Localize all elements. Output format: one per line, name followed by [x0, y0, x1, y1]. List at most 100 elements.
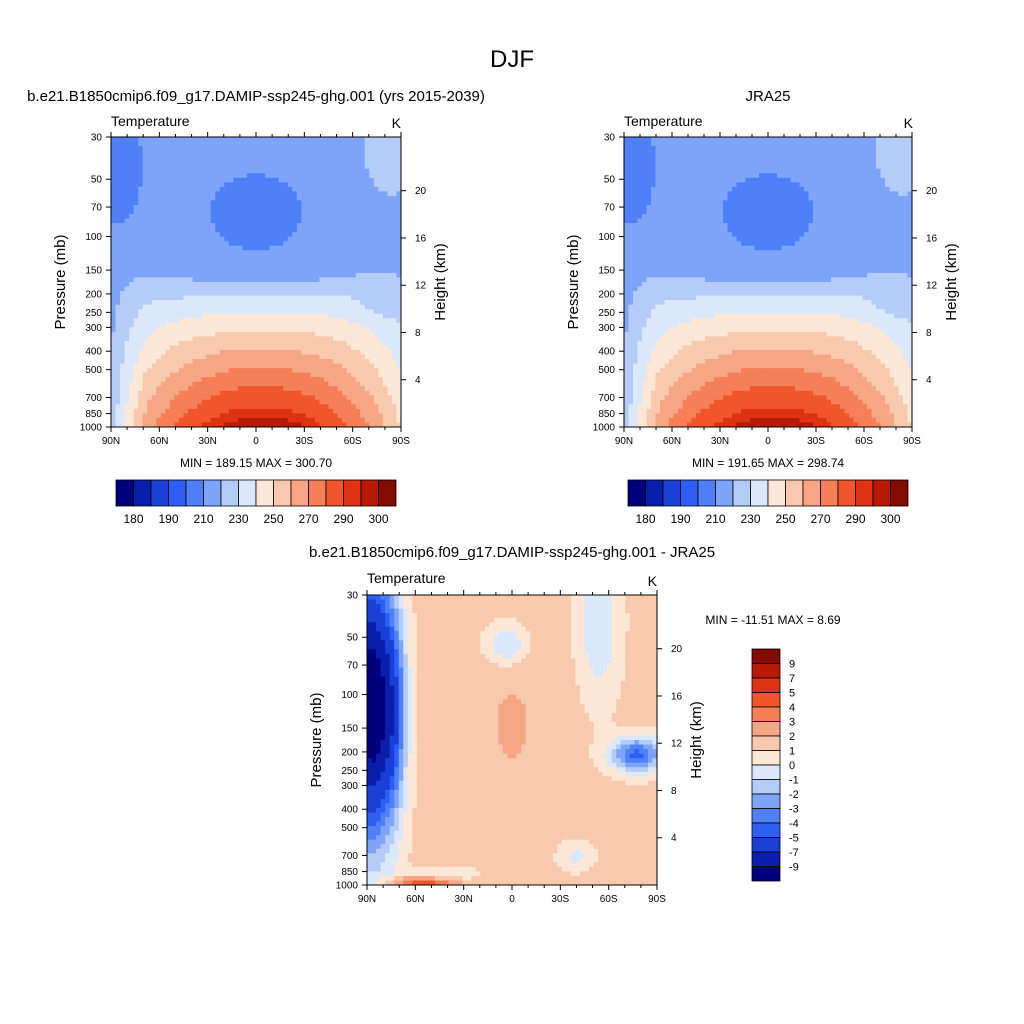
contour-cell [360, 359, 366, 364]
contour-cell [111, 413, 116, 419]
contour-cell [831, 146, 836, 151]
contour-cell [301, 340, 307, 346]
contour-cell [242, 340, 248, 346]
contour-cell [111, 195, 116, 201]
contour-cell [192, 399, 198, 405]
contour-cell [260, 291, 266, 296]
contour-cell [323, 268, 329, 274]
contour-cell [333, 377, 338, 383]
contour-cell [651, 146, 656, 151]
contour-cell [219, 263, 225, 269]
contour-cell [305, 272, 311, 278]
contour-cell [786, 168, 791, 174]
contour-cell [246, 422, 252, 428]
contour-cell [219, 150, 225, 156]
contour-cell [328, 159, 334, 165]
contour-cell [138, 263, 144, 269]
contour-cell [133, 354, 139, 360]
contour-cell [228, 318, 234, 324]
contour-cell [772, 155, 778, 161]
contour-cell [133, 177, 139, 183]
contour-cell [124, 386, 130, 392]
contour-cell [246, 404, 252, 410]
contour-cell [319, 395, 325, 401]
contour-cell [274, 263, 280, 269]
contour-cell [714, 137, 719, 142]
contour-cell [364, 381, 370, 387]
contour-cell [174, 359, 180, 364]
contour-cell [296, 137, 302, 142]
contour-cell [310, 390, 316, 396]
contour-cell [342, 390, 348, 396]
contour-cell [183, 200, 189, 206]
contour-cell [260, 263, 266, 269]
contour-cell [346, 372, 352, 378]
contour-cell [151, 282, 157, 287]
contour-cell [287, 209, 293, 215]
contour-cell [396, 186, 402, 192]
contour-cell [178, 195, 184, 201]
contour-cell [242, 413, 248, 419]
contour-cell [192, 395, 198, 401]
contour-cell [369, 417, 375, 423]
contour-cell [174, 250, 180, 256]
contour-cell [178, 349, 184, 355]
contour-cell [278, 417, 284, 423]
contour-cell [387, 386, 393, 392]
contour-cell [355, 345, 361, 351]
contour-cell [287, 146, 293, 151]
contour-cell [260, 186, 266, 192]
contour-cell [305, 173, 311, 179]
contour-cell [147, 318, 153, 324]
contour-cell [210, 214, 216, 219]
contour-cell [373, 327, 379, 333]
contour-cell [160, 309, 166, 315]
contour-cell [129, 395, 135, 401]
contour-cell [120, 155, 125, 161]
contour-cell [206, 195, 212, 201]
contour-cell [898, 164, 904, 170]
contour-cell [160, 408, 166, 414]
contour-cell [160, 232, 166, 238]
contour-cell [160, 177, 166, 183]
contour-cell [210, 359, 216, 364]
contour-cell [314, 408, 320, 414]
contour-cell [319, 227, 325, 233]
contour-cell [301, 218, 307, 224]
contour-cell [278, 295, 284, 301]
contour-cell [120, 191, 125, 197]
contour-cell [156, 300, 162, 306]
contour-cell [120, 295, 125, 301]
contour-cell [333, 413, 338, 419]
contour-cell [242, 182, 248, 188]
contour-cell [169, 291, 175, 296]
contour-cell [283, 291, 289, 296]
contour-cell [342, 345, 348, 351]
contour-cell [120, 177, 125, 183]
contour-cell [192, 191, 198, 197]
contour-cell [310, 345, 316, 351]
contour-cell [387, 155, 393, 161]
contour-cell [387, 173, 393, 179]
contour-cell [278, 182, 284, 188]
contour-cell [233, 399, 239, 405]
contour-cell [867, 177, 872, 183]
contour-cell [237, 345, 243, 351]
contour-cell [124, 413, 130, 419]
contour-cell [201, 399, 207, 405]
contour-cell [369, 345, 375, 351]
contour-cell [256, 259, 261, 265]
contour-cell [346, 291, 352, 296]
contour-cell [269, 182, 275, 188]
contour-cell [224, 159, 230, 165]
contour-cell [373, 164, 379, 170]
contour-cell [880, 141, 886, 147]
contour-cell [124, 141, 130, 147]
contour-cell [219, 268, 225, 274]
contour-cell [138, 309, 144, 315]
contour-cell [337, 309, 343, 315]
contour-cell [301, 304, 307, 310]
colorbar-box [308, 479, 327, 507]
contour-cell [138, 250, 144, 256]
contour-cell [124, 191, 130, 197]
